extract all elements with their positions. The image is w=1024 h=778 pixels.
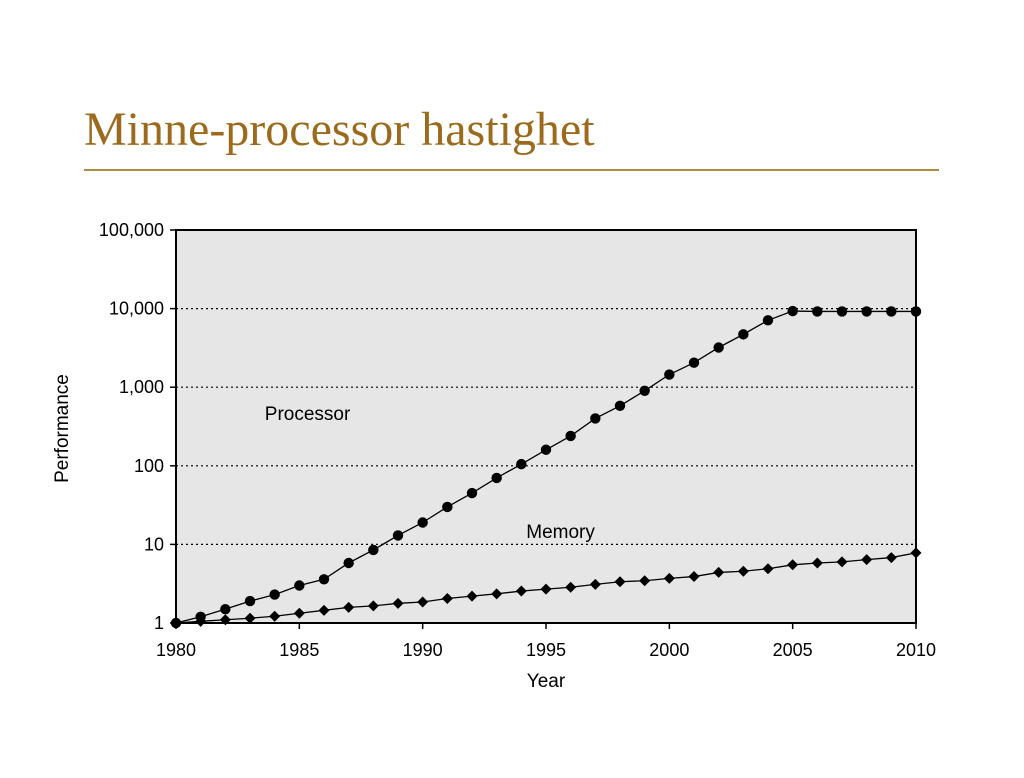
memory-point — [318, 604, 330, 616]
memory-point — [540, 583, 552, 595]
slide-title: Minne-processor hastighet — [84, 103, 595, 156]
processor-point — [244, 595, 256, 607]
x-tick-label: 2010 — [896, 640, 936, 660]
memory-point — [787, 559, 799, 571]
x-tick-label: 1980 — [156, 640, 196, 660]
memory-point — [836, 556, 848, 568]
memory-point — [688, 571, 700, 583]
processor-point — [812, 306, 823, 317]
processor-point — [590, 413, 601, 424]
y-tick-label: 1,000 — [119, 377, 164, 397]
y-tick-label: 100 — [134, 456, 164, 476]
processor-point — [713, 342, 724, 353]
processor-point — [343, 557, 354, 569]
processor-point — [540, 444, 552, 455]
processor-point — [886, 306, 897, 317]
processor-point — [516, 458, 527, 470]
memory-point — [663, 572, 675, 584]
y-tick-label: 100,000 — [99, 220, 164, 240]
processor-point — [762, 315, 774, 326]
processor-point — [787, 305, 798, 317]
x-tick-label: 1995 — [526, 640, 566, 660]
processor-point — [836, 306, 848, 317]
processor-point — [294, 580, 305, 591]
processor-point — [565, 430, 576, 442]
processor-series-label: Processor — [265, 404, 351, 425]
x-tick-label: 2005 — [773, 640, 813, 660]
processor-point — [318, 574, 330, 585]
memory-point — [639, 575, 651, 587]
processor-point — [220, 603, 231, 615]
processor-point — [466, 487, 478, 499]
processor-point — [738, 329, 749, 340]
processor-point — [442, 501, 453, 513]
processor-point — [392, 530, 404, 541]
memory-point — [737, 565, 749, 577]
memory-point — [515, 585, 527, 597]
y-axis-title: Performance — [52, 374, 73, 483]
memory-point — [244, 612, 256, 624]
processor-point — [614, 400, 626, 411]
memory-point — [614, 576, 626, 588]
memory-point — [885, 552, 897, 564]
memory-point — [441, 592, 453, 604]
memory-point — [269, 610, 281, 622]
y-tick-label: 10,000 — [109, 299, 164, 319]
y-tick-label: 1 — [154, 613, 164, 633]
processor-point — [417, 517, 428, 528]
processor-point — [664, 369, 675, 380]
memory-point — [367, 600, 379, 612]
plot-area — [176, 230, 916, 623]
memory-point — [491, 588, 503, 600]
memory-point — [762, 563, 774, 575]
memory-point — [861, 554, 873, 566]
processor-point — [368, 544, 379, 556]
x-tick-label: 1990 — [403, 640, 443, 660]
processor-point — [491, 472, 502, 484]
processor-point — [688, 357, 700, 368]
memory-point — [195, 615, 207, 627]
memory-point — [392, 597, 404, 609]
processor-point — [861, 306, 872, 317]
chart-labels: 1 10 100 1,000 10,000 100,000 1980 1985 1990 1995… — [52, 220, 936, 692]
memory-point — [589, 578, 601, 590]
x-tick-label: 1985 — [279, 640, 319, 660]
x-tick-label: 2000 — [649, 640, 689, 660]
title-underline — [84, 169, 939, 171]
memory-point — [713, 566, 725, 578]
memory-point — [417, 596, 429, 608]
memory-point — [811, 557, 823, 569]
memory-point — [466, 590, 478, 602]
axis-ticks — [170, 229, 917, 629]
memory-point — [343, 601, 355, 613]
x-axis-title: Year — [527, 671, 566, 692]
y-tick-label: 10 — [144, 534, 164, 554]
memory-point — [293, 607, 305, 619]
processor-point — [269, 589, 280, 600]
memory-point — [565, 581, 577, 593]
processor-point — [639, 385, 650, 396]
memory-series-label: Memory — [526, 522, 595, 543]
